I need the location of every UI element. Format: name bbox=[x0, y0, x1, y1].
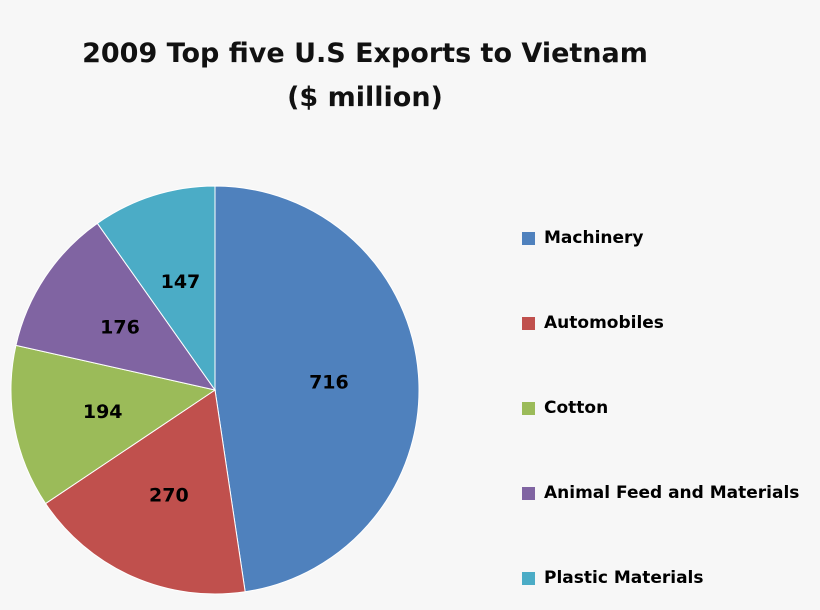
chart-subtitle: ($ million) bbox=[287, 82, 443, 113]
legend-swatch bbox=[522, 316, 535, 330]
data-label-animal-feed-and-materials: 176 bbox=[100, 317, 140, 339]
data-label-plastic-materials: 147 bbox=[161, 271, 201, 293]
pie-slice-animal-feed-and-materials bbox=[15, 222, 217, 391]
pie-slice-automobiles bbox=[44, 389, 246, 595]
legend-item-cotton: Cotton bbox=[522, 396, 608, 420]
legend-label: Plastic Materials bbox=[544, 568, 704, 588]
pie-slice-plastic-materials bbox=[96, 185, 216, 392]
data-label-automobiles: 270 bbox=[149, 484, 189, 506]
chart-title-block: 2009 Top five U.S Exports to Vietnam ($ … bbox=[60, 32, 670, 120]
legend-swatch bbox=[522, 486, 535, 500]
legend-label: Animal Feed and Materials bbox=[544, 483, 800, 503]
legend-label: Cotton bbox=[544, 398, 609, 418]
legend-swatch bbox=[522, 231, 535, 245]
legend-item-plastic-materials: Plastic Materials bbox=[522, 566, 704, 590]
legend-item-animal-feed-and-materials: Animal Feed and Materials bbox=[522, 481, 799, 505]
legend-swatch bbox=[522, 571, 535, 585]
legend-label: Machinery bbox=[544, 228, 644, 248]
pie-slice-cotton bbox=[10, 344, 217, 505]
legend-item-automobiles: Automobiles bbox=[522, 311, 664, 335]
legend-item-machinery: Machinery bbox=[522, 226, 644, 250]
data-label-machinery: 716 bbox=[309, 372, 349, 394]
data-label-cotton: 194 bbox=[83, 401, 123, 423]
chart-title: 2009 Top five U.S Exports to Vietnam bbox=[82, 38, 648, 69]
legend-label: Automobiles bbox=[544, 313, 664, 333]
legend-swatch bbox=[522, 401, 535, 415]
pie-slice-machinery bbox=[214, 185, 420, 593]
